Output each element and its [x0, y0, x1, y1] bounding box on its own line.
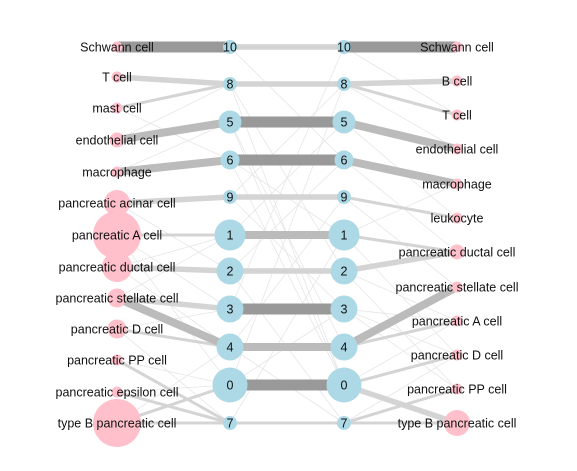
- cell-to-cluster-edge: [117, 77, 230, 84]
- cluster-to-cluster-edge: [230, 47, 344, 160]
- right-cell-label: Schwann cell: [420, 41, 494, 55]
- left-cluster-label: 5: [227, 116, 234, 130]
- right-cluster-label: 0: [341, 379, 348, 393]
- left-cell-label: Schwann cell: [80, 41, 154, 55]
- right-cluster-label: 4: [341, 341, 348, 355]
- left-cell-label: macrophage: [82, 166, 152, 180]
- left-cell-label: T cell: [102, 71, 132, 85]
- left-cluster-label: 6: [227, 154, 234, 168]
- right-cell-label: pancreatic A cell: [412, 315, 502, 329]
- left-cell-label: pancreatic stellate cell: [56, 292, 179, 306]
- cluster-to-cell-edge: [344, 81, 457, 84]
- cluster-to-cluster-edge: [230, 235, 344, 423]
- right-cell-label: pancreatic ductal cell: [399, 246, 516, 260]
- left-cluster-label: 4: [227, 341, 234, 355]
- left-cell-label: endothelial cell: [76, 134, 159, 148]
- left-cell-label: pancreatic D cell: [71, 323, 163, 337]
- cluster-to-cluster-edge: [230, 197, 344, 309]
- right-cell-label: B cell: [442, 75, 473, 89]
- left-cell-label: pancreatic ductal cell: [59, 261, 176, 275]
- cluster-to-cluster-edge: [230, 84, 344, 197]
- left-cluster-label: 3: [227, 303, 234, 317]
- right-cell-label: endothelial cell: [416, 143, 499, 157]
- left-cell-label: pancreatic acinar cell: [58, 197, 175, 211]
- left-cluster-label: 2: [227, 265, 234, 279]
- left-cluster-label: 0: [227, 379, 234, 393]
- right-cluster-label: 9: [341, 191, 348, 205]
- edges-layer: [117, 47, 457, 423]
- right-cell-label: pancreatic D cell: [411, 349, 503, 363]
- left-cell-label: mast cell: [92, 102, 141, 116]
- cluster-to-cell-edge: [344, 84, 457, 115]
- right-cell-label: pancreatic stellate cell: [396, 281, 519, 295]
- right-cluster-label: 8: [341, 78, 348, 92]
- left-cell-label: pancreatic A cell: [72, 229, 162, 243]
- right-cluster-label: 3: [341, 303, 348, 317]
- right-cluster-label: 6: [341, 154, 348, 168]
- right-cluster-label: 1: [341, 229, 348, 243]
- right-cell-label: T cell: [442, 109, 472, 123]
- left-cluster-label: 1: [227, 229, 234, 243]
- right-cluster-label: 2: [341, 265, 348, 279]
- cluster-to-cell-edge: [344, 184, 457, 235]
- left-cluster-label: 10: [223, 41, 237, 55]
- left-cell-label: pancreatic PP cell: [67, 354, 167, 368]
- left-cluster-label: 9: [227, 191, 234, 205]
- left-cluster-label: 8: [227, 78, 234, 92]
- right-cell-label: leukocyte: [431, 212, 484, 226]
- left-cluster-label: 7: [227, 417, 234, 431]
- right-cell-label: macrophage: [422, 178, 492, 192]
- right-cluster-label: 10: [337, 41, 351, 55]
- right-cell-label: type B pancreatic cell: [398, 417, 517, 431]
- left-cell-label: pancreatic epsilon cell: [56, 386, 179, 400]
- right-cell-label: pancreatic PP cell: [407, 383, 507, 397]
- right-cluster-label: 5: [341, 116, 348, 130]
- right-cluster-label: 7: [341, 417, 348, 431]
- left-cell-label: type B pancreatic cell: [58, 417, 177, 431]
